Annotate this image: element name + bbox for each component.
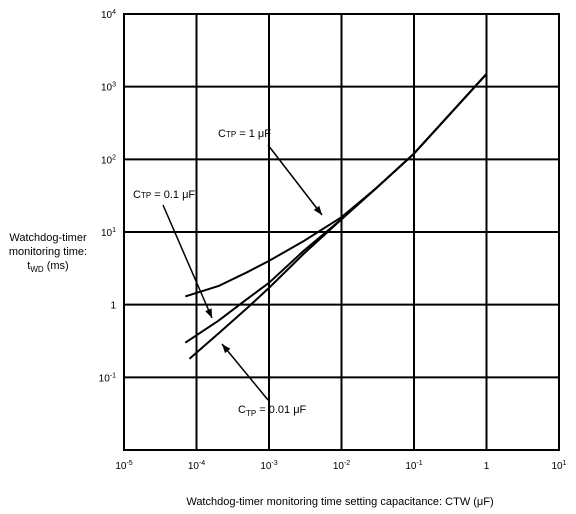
tick-label: 101: [551, 460, 566, 472]
annotation-leader-2: [162, 204, 213, 319]
x-tick-labels: 10-5 10-4 10-3 10-2 10-1 1 101: [115, 460, 566, 472]
series-line-2: [184, 73, 488, 344]
y-label-line-3: tWD (ms): [27, 260, 68, 274]
annotation-label-1: CTP = 1 μF: [218, 128, 271, 140]
plot-frame: [123, 13, 560, 451]
annotation-arrowhead-3: [222, 344, 231, 354]
y-tick-labels: 104 103 102 101 1 10-1: [99, 9, 117, 384]
tick-label: 104: [101, 9, 116, 21]
annotation-label-3: CTP = 0.01 μF: [238, 404, 307, 418]
annotation-arrowhead-1: [313, 205, 322, 215]
grid-lines: [124, 14, 559, 450]
series-line-1: [185, 73, 488, 298]
series-line-3: [188, 73, 488, 360]
tick-label: 10-1: [99, 372, 116, 384]
tick-label: 10-2: [333, 460, 350, 472]
tick-label: 10-3: [260, 460, 277, 472]
curve-annotations: CTP = 1 μF CTP = 0.1 μF CTP = 0.01 μF: [133, 128, 323, 418]
annotation-leader-1: [267, 144, 323, 216]
annotation-label-2: CTP = 0.1 μF: [133, 189, 195, 201]
annotation-leader-3: [221, 343, 269, 401]
annotation-arrowhead-2: [205, 308, 212, 318]
y-axis-label: Watchdog-timer monitoring time: tWD (ms): [9, 232, 87, 274]
y-label-line-1: Watchdog-timer: [9, 232, 87, 244]
tick-label: 10-1: [405, 460, 422, 472]
tick-label: 1: [484, 461, 490, 472]
series-curves: [184, 73, 488, 360]
y-label-line-2: monitoring time:: [9, 246, 87, 258]
tick-label: 103: [101, 82, 116, 94]
tick-label: 10-4: [188, 460, 205, 472]
tick-label: 10-5: [115, 460, 132, 472]
x-axis-label: Watchdog-timer monitoring time setting c…: [186, 496, 493, 508]
tick-label: 102: [101, 154, 116, 166]
tick-label: 1: [110, 301, 116, 312]
tick-label: 101: [101, 227, 116, 239]
